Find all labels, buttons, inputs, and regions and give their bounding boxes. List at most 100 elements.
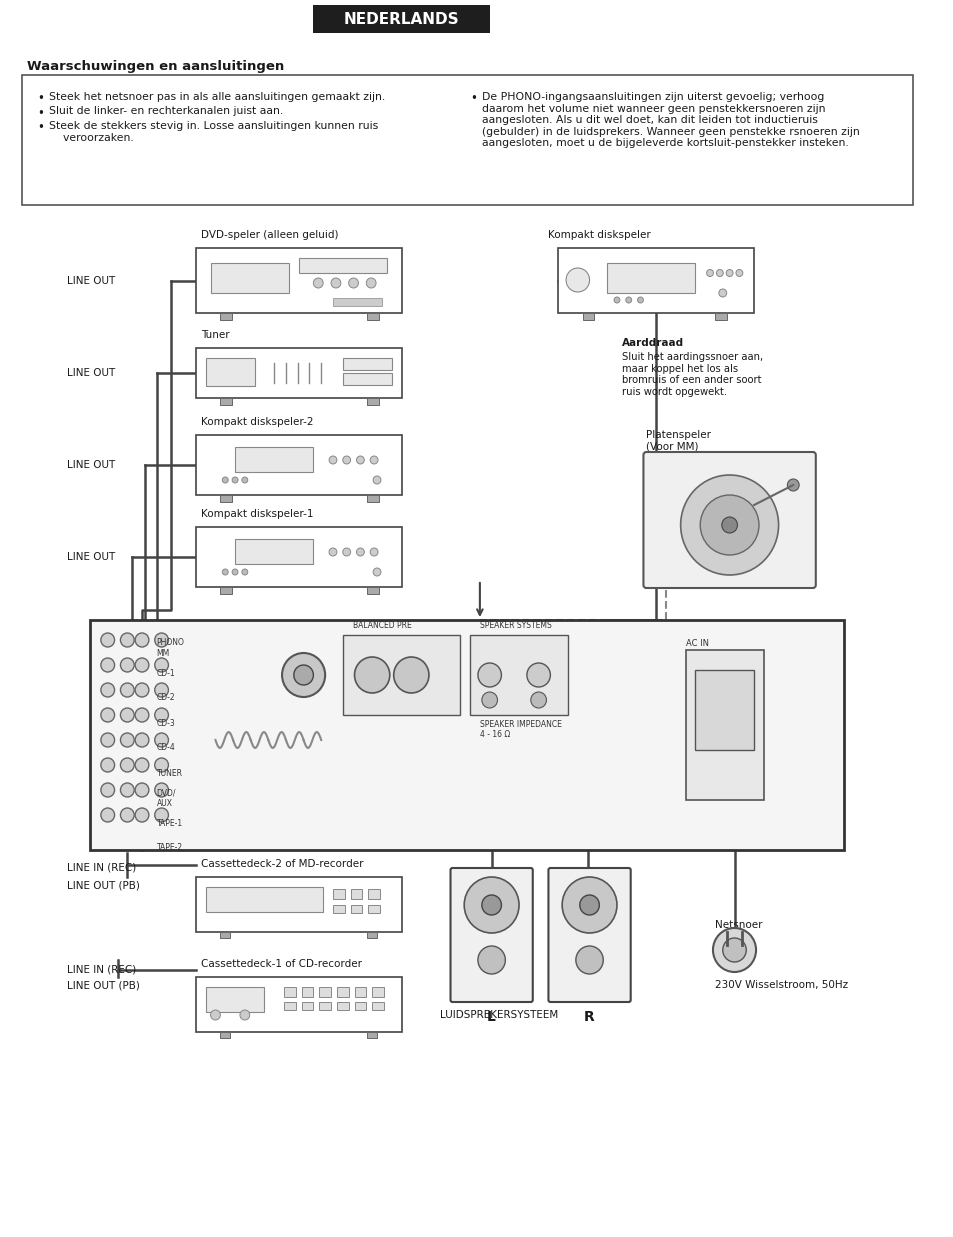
Bar xyxy=(470,635,567,715)
Circle shape xyxy=(477,663,501,687)
Circle shape xyxy=(154,808,169,823)
Circle shape xyxy=(120,633,134,647)
Bar xyxy=(319,1002,331,1009)
Circle shape xyxy=(716,270,722,277)
Text: De PHONO-ingangsaansluitingen zijn uiterst gevoelig; verhoog
daarom het volume n: De PHONO-ingangsaansluitingen zijn uiter… xyxy=(481,92,859,148)
Bar xyxy=(90,620,843,850)
Text: PHONO
MM: PHONO MM xyxy=(156,638,184,658)
Text: Aarddraad: Aarddraad xyxy=(621,338,683,348)
Text: LINE OUT: LINE OUT xyxy=(67,276,114,286)
Circle shape xyxy=(211,1009,220,1021)
Text: Steek de stekkers stevig in. Losse aansluitingen kunnen ruis
    veroorzaken.: Steek de stekkers stevig in. Losse aansl… xyxy=(49,121,377,142)
Circle shape xyxy=(154,708,169,722)
Text: Cassettedeck-2 of MD-recorder: Cassettedeck-2 of MD-recorder xyxy=(200,858,363,870)
Circle shape xyxy=(101,758,114,772)
Text: Sluit de linker- en rechterkanalen juist aan.: Sluit de linker- en rechterkanalen juist… xyxy=(49,106,283,116)
Text: SPEAKER SYSTEMS: SPEAKER SYSTEMS xyxy=(479,621,551,630)
Circle shape xyxy=(242,569,248,575)
Bar xyxy=(368,905,379,913)
Circle shape xyxy=(154,758,169,772)
Circle shape xyxy=(576,946,602,974)
Text: Steek het netsnoer pas in als alle aansluitingen gemaakt zijn.: Steek het netsnoer pas in als alle aansl… xyxy=(49,92,385,101)
Bar xyxy=(558,247,753,313)
Circle shape xyxy=(477,946,505,974)
Bar xyxy=(220,588,232,594)
Circle shape xyxy=(366,278,375,288)
Circle shape xyxy=(154,683,169,696)
Circle shape xyxy=(370,456,377,464)
Circle shape xyxy=(314,278,323,288)
FancyBboxPatch shape xyxy=(450,868,532,1002)
Bar xyxy=(195,435,401,495)
Text: TUNER: TUNER xyxy=(156,768,183,778)
Bar xyxy=(342,357,392,370)
Text: Platenspeler
(Voor MM): Platenspeler (Voor MM) xyxy=(646,430,711,452)
Bar xyxy=(195,247,401,313)
Text: NEDERLANDS: NEDERLANDS xyxy=(343,12,458,27)
Bar xyxy=(195,877,401,931)
Circle shape xyxy=(294,666,314,685)
Circle shape xyxy=(725,270,732,277)
Circle shape xyxy=(355,657,390,693)
Bar xyxy=(336,987,348,997)
Text: AC IN: AC IN xyxy=(685,640,708,648)
Text: BALANCED PRE: BALANCED PRE xyxy=(353,621,411,630)
Circle shape xyxy=(700,495,759,555)
Text: L: L xyxy=(487,1009,496,1024)
Bar xyxy=(685,649,763,800)
Circle shape xyxy=(329,456,336,464)
Circle shape xyxy=(135,734,149,747)
Circle shape xyxy=(706,270,713,277)
Bar xyxy=(319,987,331,997)
Circle shape xyxy=(135,708,149,722)
Bar xyxy=(367,495,378,502)
Circle shape xyxy=(101,708,114,722)
Text: LINE IN (REC): LINE IN (REC) xyxy=(67,862,135,872)
Bar xyxy=(351,889,362,899)
Circle shape xyxy=(120,708,134,722)
Circle shape xyxy=(135,808,149,823)
FancyBboxPatch shape xyxy=(642,452,815,588)
Bar xyxy=(301,987,314,997)
Bar xyxy=(220,1032,230,1038)
Text: Tuner: Tuner xyxy=(200,330,229,340)
Circle shape xyxy=(154,734,169,747)
Circle shape xyxy=(101,683,114,696)
Bar xyxy=(211,263,289,293)
Text: CD-2: CD-2 xyxy=(156,694,175,703)
Text: Kompakt diskspeler-1: Kompakt diskspeler-1 xyxy=(200,508,313,520)
Circle shape xyxy=(356,548,364,555)
Circle shape xyxy=(120,683,134,696)
Bar xyxy=(367,398,378,404)
Text: SPEAKER IMPEDANCE
4 - 16 Ω: SPEAKER IMPEDANCE 4 - 16 Ω xyxy=(479,720,561,740)
Circle shape xyxy=(464,877,518,933)
Bar xyxy=(714,313,726,320)
Circle shape xyxy=(101,658,114,672)
Text: CD-1: CD-1 xyxy=(156,668,175,678)
Text: DVD/
AUX: DVD/ AUX xyxy=(156,788,176,808)
Bar xyxy=(314,5,489,33)
Text: LINE OUT: LINE OUT xyxy=(67,460,114,470)
Bar xyxy=(195,527,401,588)
Circle shape xyxy=(120,658,134,672)
Circle shape xyxy=(530,691,546,708)
Circle shape xyxy=(373,476,380,484)
Text: •: • xyxy=(37,106,44,120)
Text: LINE OUT (PB): LINE OUT (PB) xyxy=(67,880,139,889)
Text: AC 120V 50Hz: AC 120V 50Hz xyxy=(695,764,749,774)
Circle shape xyxy=(481,896,501,915)
Text: R: R xyxy=(583,1009,595,1024)
Bar xyxy=(284,987,295,997)
FancyBboxPatch shape xyxy=(548,868,630,1002)
Circle shape xyxy=(348,278,358,288)
Circle shape xyxy=(101,808,114,823)
Text: DVD-speler (alleen geluid): DVD-speler (alleen geluid) xyxy=(200,230,338,240)
Circle shape xyxy=(356,456,364,464)
Bar xyxy=(234,447,314,473)
Text: Sluit het aardingssnoer aan,
maar koppel het los als
bromruis of een ander soort: Sluit het aardingssnoer aan, maar koppel… xyxy=(621,353,762,397)
Circle shape xyxy=(481,691,497,708)
Text: Netsnoer: Netsnoer xyxy=(714,920,761,930)
Text: LINE IN (REC): LINE IN (REC) xyxy=(67,965,135,975)
Circle shape xyxy=(342,456,351,464)
Circle shape xyxy=(526,663,550,687)
